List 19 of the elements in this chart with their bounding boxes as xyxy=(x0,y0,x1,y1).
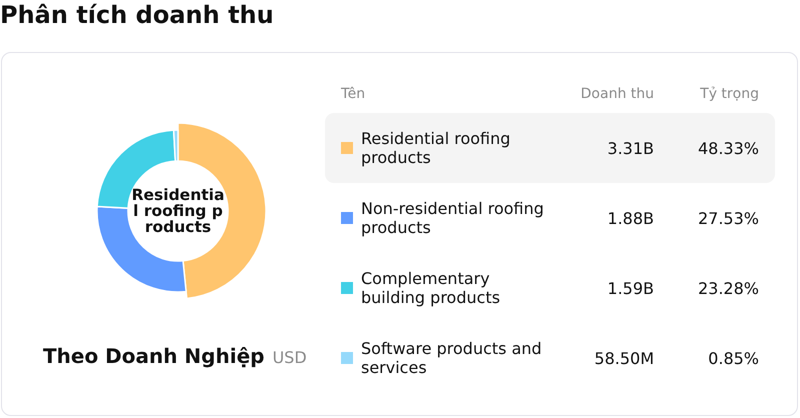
text: Residential roofing products xyxy=(132,186,224,236)
legend-label: Residential roofing products xyxy=(361,129,512,167)
text: 0.85% xyxy=(708,348,759,368)
data-label: 3.31B xyxy=(607,138,654,158)
text: Doanh thu xyxy=(580,86,654,102)
text: Theo Doanh Nghiệp xyxy=(43,344,264,368)
chart-title: Phân tích doanh thu xyxy=(0,1,274,29)
text: Tên xyxy=(341,86,366,102)
legend-label: Software products and services xyxy=(361,339,543,377)
text: Tỷ trọng xyxy=(700,86,759,102)
text: 23.28% xyxy=(698,278,759,298)
legend-label: Non-residential roofing products xyxy=(361,199,545,237)
data-label: 1.59B xyxy=(607,278,654,298)
text: 48.33% xyxy=(698,138,759,158)
data-label: 1.88B xyxy=(607,208,654,228)
data-label: 58.50M xyxy=(594,348,654,368)
text: 27.53% xyxy=(698,208,759,228)
legend-label: Complementary building products xyxy=(361,269,502,307)
text: USD xyxy=(272,348,307,367)
